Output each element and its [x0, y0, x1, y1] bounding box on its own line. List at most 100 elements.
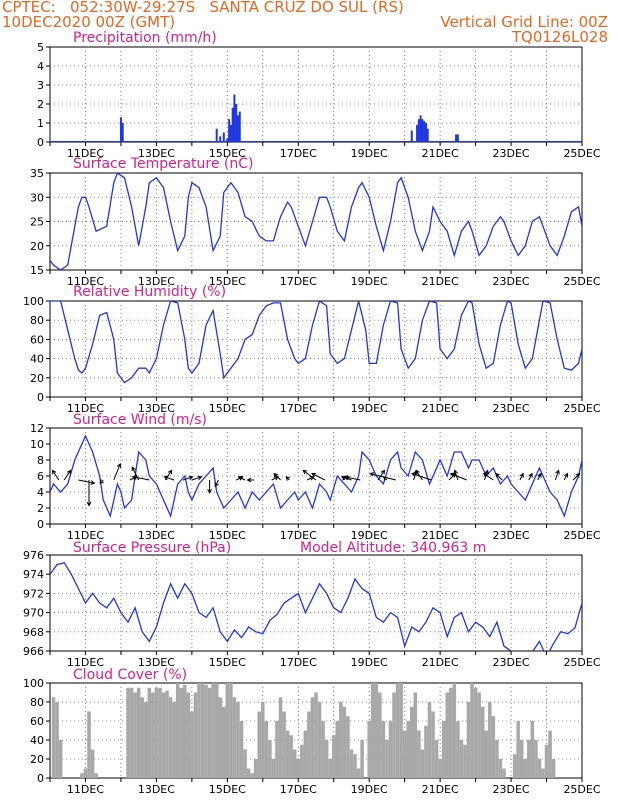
cloud-bar [296, 759, 301, 778]
wind-arrow [415, 470, 423, 481]
cloud-bar [257, 711, 262, 778]
rh-date-label: 23DEC [493, 402, 530, 415]
cloud-bar [317, 702, 322, 778]
cloud-bar [495, 740, 499, 778]
cloud-bar [456, 721, 460, 778]
cloud-date-label: 13DEC [138, 783, 175, 796]
cloud-bar [179, 687, 183, 778]
cloud-bar [94, 773, 98, 778]
cloud-bar [147, 687, 152, 778]
cloud-bar [87, 711, 91, 778]
wind-ytick-label: 0 [37, 518, 44, 531]
wind-arrow [133, 476, 150, 481]
precip-bar [416, 124, 419, 142]
rh-ytick-label: 20 [30, 372, 44, 385]
cloud-bar [335, 721, 340, 778]
wind-arrow [370, 473, 396, 481]
press-series-line [50, 561, 582, 651]
wind-date-label: 21DEC [422, 529, 459, 542]
wind-date-label: 11DEC [67, 529, 104, 542]
cloud-bar [246, 768, 251, 778]
cloud-bar [154, 687, 159, 778]
cloud-bar [424, 725, 428, 778]
cloud-bar [498, 759, 503, 778]
cloud-bar [214, 683, 219, 778]
cloud-bar [530, 721, 535, 778]
cloud-title: Cloud Cover (%) [73, 667, 187, 683]
cloud-bar [541, 768, 545, 778]
wind-arrow-head [90, 480, 96, 485]
wind-arrow [572, 473, 580, 481]
cloud-bar [282, 711, 286, 778]
cloud-bar [268, 740, 272, 778]
precip-ytick-label: 4 [37, 60, 44, 73]
cloud-bar [289, 735, 293, 778]
temp-series-line [50, 173, 582, 270]
wind-arrow-head [495, 472, 500, 478]
cloud-bar [165, 690, 169, 778]
cloud-bar [537, 759, 542, 778]
temp-date-label: 21DEC [422, 275, 459, 288]
wind-arrow-head [214, 482, 219, 488]
wind-arrow-head [449, 472, 455, 478]
wind-date-label: 19DEC [351, 529, 388, 542]
wind-arrow [63, 470, 72, 481]
precip-bar [222, 132, 225, 142]
wind-arrow [238, 476, 246, 481]
precip-bar [215, 128, 218, 142]
cloud-bar [243, 749, 247, 778]
wind-arrow [537, 473, 542, 481]
cloud-bar [225, 683, 230, 778]
precip-bar [456, 134, 459, 142]
cloud-bar [261, 702, 265, 778]
precip-bar [219, 136, 222, 142]
wind-arrow-head [237, 476, 243, 481]
cloud-bar [381, 721, 386, 778]
press-date-label: 25DEC [563, 656, 600, 669]
precip-bar [410, 130, 413, 142]
cloud-bar [385, 740, 389, 778]
wind-arrow [528, 473, 533, 481]
wind-arrow-head [575, 472, 581, 478]
wind-arrow-head [273, 472, 279, 478]
rh-date-label: 11DEC [67, 402, 104, 415]
precip-bar [419, 115, 422, 142]
header-grid-line: Vertical Grid Line: 00Z [440, 13, 608, 31]
wind-arrow-head [411, 472, 417, 477]
cloud-bar [374, 683, 379, 778]
cloud-bar [409, 706, 414, 778]
cloud-bar [158, 687, 162, 778]
cloud-bar [431, 711, 435, 778]
wind-arrow-head [482, 473, 488, 478]
precip-bar [424, 123, 427, 142]
cloud-date-label: 15DEC [209, 783, 246, 796]
cloud-bar [133, 692, 137, 778]
precip-bar [229, 124, 232, 142]
cloud-bar [271, 759, 276, 778]
cloud-bar [264, 721, 269, 778]
wind-arrow-head [99, 479, 104, 484]
cloud-bar [129, 687, 134, 778]
temp-ytick-label: 20 [30, 240, 44, 253]
wind-ytick-label: 10 [30, 438, 44, 451]
wind-ytick-label: 4 [37, 486, 44, 499]
wind-date-label: 25DEC [563, 529, 600, 542]
wind-arrow [411, 473, 432, 481]
press-model-altitude: Model Altitude: 340.963 m [300, 540, 486, 556]
wind-title: Surface Wind (m/s) [73, 412, 207, 428]
cloud-date-label: 23DEC [493, 783, 530, 796]
cloud-bar [80, 773, 84, 778]
cloud-bar [392, 692, 396, 778]
cloud-bar [278, 697, 283, 778]
wind-series-line [50, 434, 582, 519]
temp-date-label: 17DEC [280, 275, 317, 288]
press-ytick-label: 976 [23, 549, 44, 562]
press-date-label: 17DEC [280, 656, 317, 669]
cloud-bar [331, 735, 336, 778]
wind-arrow-head [116, 463, 122, 469]
cloud-bar [300, 744, 304, 778]
rh-date-label: 15DEC [209, 402, 246, 415]
cloud-bar [126, 687, 130, 778]
precip-bar [119, 117, 122, 142]
